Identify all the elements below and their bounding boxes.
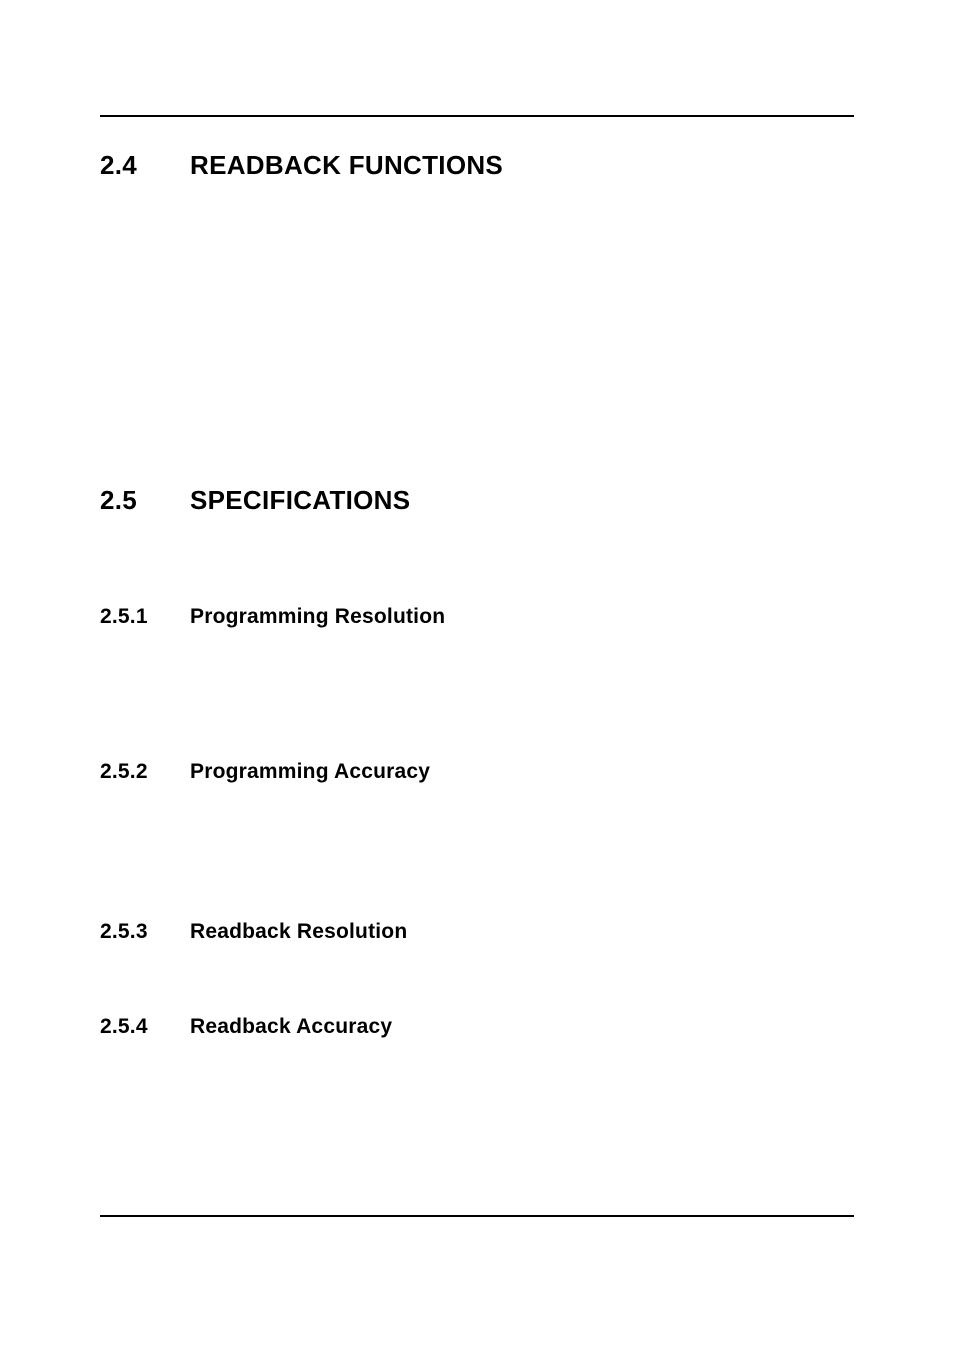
section-number: 2.5.4 bbox=[100, 1015, 190, 1039]
section-title: Readback Resolution bbox=[190, 920, 407, 944]
section-title: READBACK FUNCTIONS bbox=[190, 150, 503, 181]
section-title: Programming Resolution bbox=[190, 605, 445, 629]
section-title: Readback Accuracy bbox=[190, 1015, 392, 1039]
section-title: Programming Accuracy bbox=[190, 760, 430, 784]
section-number: 2.5.1 bbox=[100, 605, 190, 629]
section-number: 2.5 bbox=[100, 485, 190, 516]
top-rule bbox=[100, 115, 854, 117]
section-number: 2.5.2 bbox=[100, 760, 190, 784]
section-number: 2.5.3 bbox=[100, 920, 190, 944]
section-number: 2.4 bbox=[100, 150, 190, 181]
section-2-5-2: 2.5.2 Programming Accuracy bbox=[100, 760, 854, 784]
section-2-4: 2.4 READBACK FUNCTIONS bbox=[100, 150, 854, 181]
section-2-5: 2.5 SPECIFICATIONS bbox=[100, 485, 854, 516]
page-content: 2.4 READBACK FUNCTIONS 2.5 SPECIFICATION… bbox=[100, 0, 854, 1351]
section-2-5-3: 2.5.3 Readback Resolution bbox=[100, 920, 854, 944]
section-title: SPECIFICATIONS bbox=[190, 485, 410, 516]
bottom-rule bbox=[100, 1215, 854, 1217]
section-2-5-1: 2.5.1 Programming Resolution bbox=[100, 605, 854, 629]
section-2-5-4: 2.5.4 Readback Accuracy bbox=[100, 1015, 854, 1039]
